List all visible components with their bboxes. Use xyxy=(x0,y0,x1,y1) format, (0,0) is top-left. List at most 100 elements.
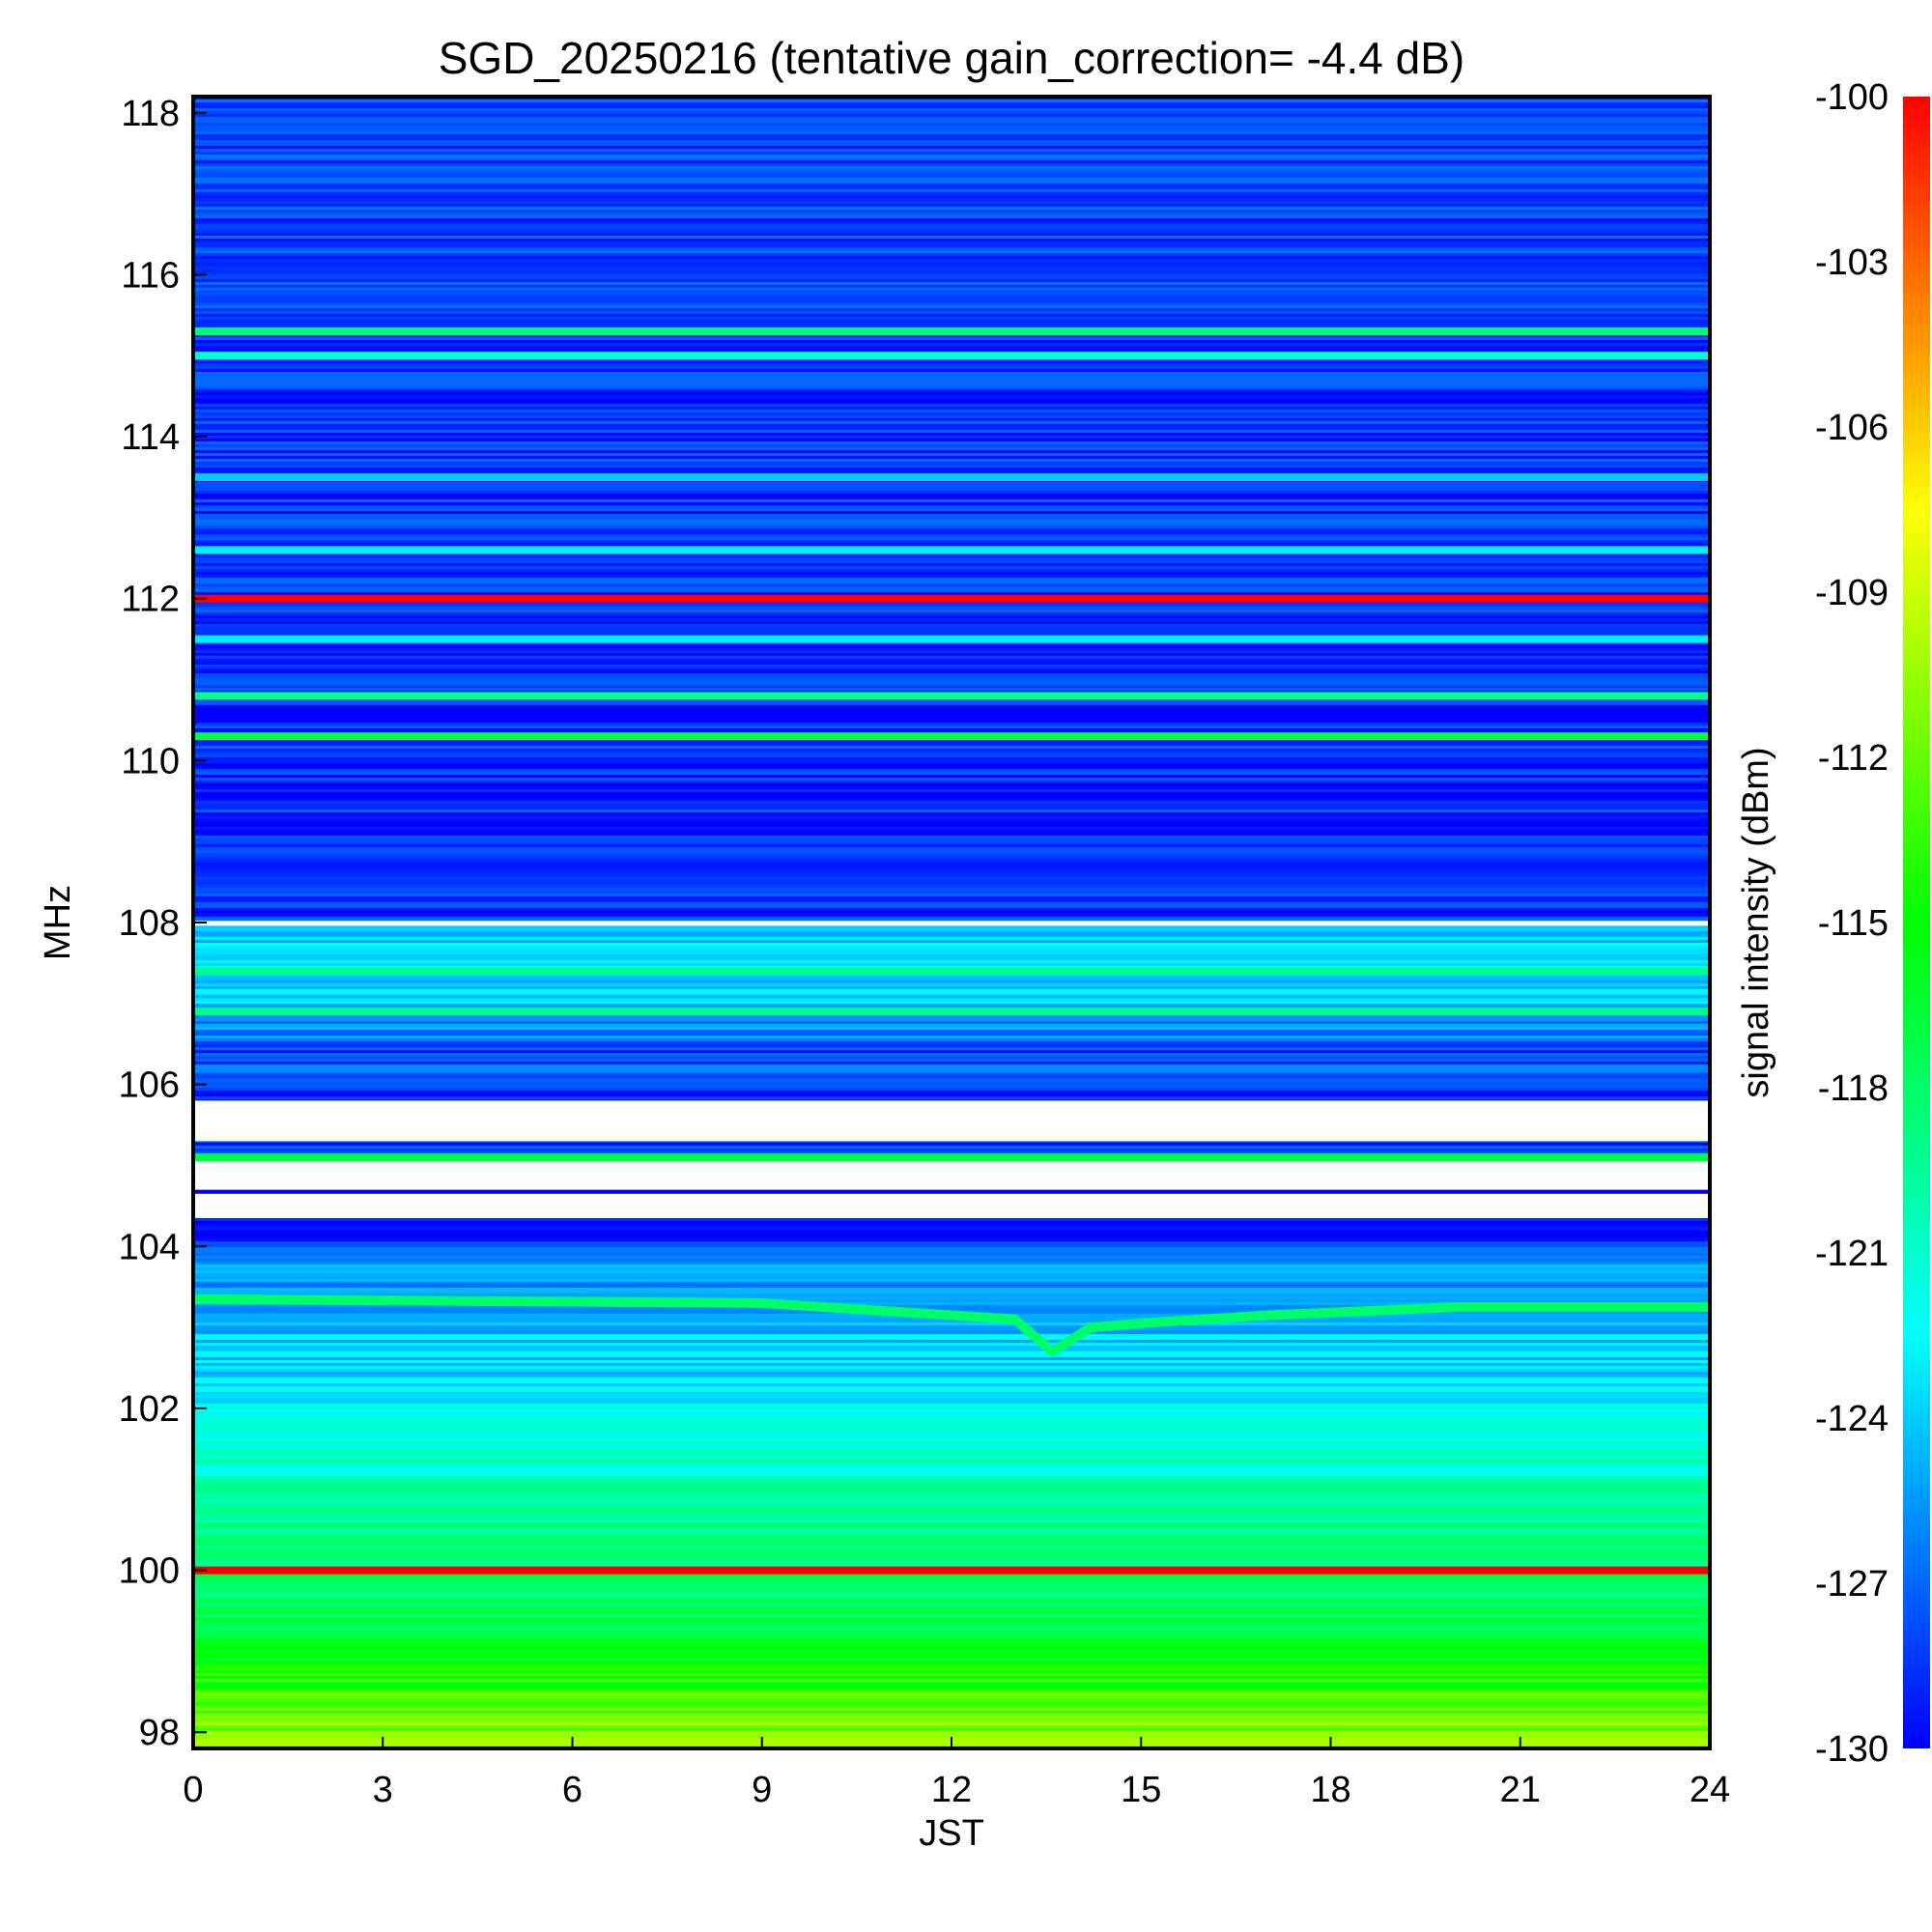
spectrum-row xyxy=(193,1583,1710,1587)
spectrum-row xyxy=(193,1021,1710,1025)
spectrum-row xyxy=(193,468,1710,471)
spectrum-row xyxy=(193,1485,1710,1489)
spectrum-row xyxy=(193,1612,1710,1616)
spectrum-row xyxy=(193,1717,1710,1720)
spectrum-row xyxy=(193,1404,1710,1407)
spectrum-row xyxy=(193,1004,1710,1008)
spectrum-row xyxy=(193,1192,1710,1196)
spectrum-row xyxy=(193,1531,1710,1535)
spectrum-row xyxy=(193,1062,1710,1065)
spectrum-row xyxy=(193,1299,1710,1303)
spectrum-row xyxy=(193,439,1710,442)
spectrum-row xyxy=(193,1508,1710,1512)
spectrum-row xyxy=(193,992,1710,996)
spectrum-row xyxy=(193,172,1710,176)
spectrum-row xyxy=(193,1360,1710,1364)
spectrum-row xyxy=(193,673,1710,677)
spectrum-row xyxy=(193,865,1710,868)
spectrum-row xyxy=(193,108,1710,112)
spectrum-row xyxy=(193,163,1710,167)
spectrum-row xyxy=(193,1615,1710,1619)
spectrum-row xyxy=(193,1288,1710,1292)
spectrum-row xyxy=(193,1401,1710,1405)
spectrum-row xyxy=(193,1667,1710,1671)
spectrum-row xyxy=(193,1354,1710,1358)
x-axis: 0 3 6 9 12 15 18 21 24 xyxy=(183,1737,1730,1810)
spectrum-row xyxy=(193,1586,1710,1590)
spectrum-row xyxy=(193,305,1710,309)
spectrum-row xyxy=(193,1659,1710,1662)
spectrum-row xyxy=(193,786,1710,790)
spectrum-row xyxy=(193,131,1710,135)
spectrum-row xyxy=(193,810,1710,813)
spectrum-row xyxy=(193,1514,1710,1518)
spectrum-row xyxy=(193,233,1710,237)
spectrum-row xyxy=(193,1383,1710,1387)
carrier-line xyxy=(193,594,1710,603)
spectrum-row xyxy=(193,152,1710,156)
spectrum-row xyxy=(193,1560,1710,1564)
spectrum-row xyxy=(193,1693,1710,1697)
spectrum-row xyxy=(193,499,1710,503)
spectrum-row xyxy=(193,908,1710,912)
spectrum-row xyxy=(193,656,1710,660)
spectrum-row xyxy=(193,1398,1710,1402)
spectrum-row xyxy=(193,604,1710,608)
spectrum-row xyxy=(193,534,1710,538)
spectrum-row xyxy=(193,299,1710,303)
spectrum-row xyxy=(193,899,1710,903)
spectrum-row xyxy=(193,1688,1710,1691)
spectrum-row xyxy=(193,117,1710,121)
spectrum-row xyxy=(193,1606,1710,1610)
spectrum-row xyxy=(193,433,1710,437)
spectrum-row xyxy=(193,821,1710,825)
spectrum-row xyxy=(193,1438,1710,1442)
y-tick-label: 112 xyxy=(121,580,180,620)
spectrum-row xyxy=(193,960,1710,964)
spectrum-row xyxy=(193,917,1710,921)
spectrum-row xyxy=(193,1493,1710,1497)
spectrum-row xyxy=(193,227,1710,231)
spectrum-row xyxy=(193,427,1710,431)
spectrum-row xyxy=(193,410,1710,413)
spectrum-row xyxy=(193,867,1710,871)
spectrum-row xyxy=(193,1264,1710,1268)
spectrum-row xyxy=(193,1618,1710,1622)
spectrum-row xyxy=(193,1325,1710,1329)
spectrum-row xyxy=(193,297,1710,300)
spectrum-row xyxy=(193,1267,1710,1271)
spectrum-row xyxy=(193,1534,1710,1538)
spectrum-row xyxy=(193,210,1710,213)
spectrum-row xyxy=(193,157,1710,161)
spectrum-row xyxy=(193,1412,1710,1416)
spectrum-row xyxy=(193,1143,1710,1147)
spectrum-row xyxy=(193,1036,1710,1039)
spectrum-row xyxy=(193,1395,1710,1399)
spectrum-row xyxy=(193,1091,1710,1094)
spectrum-row xyxy=(193,155,1710,158)
spectrum-row xyxy=(193,1337,1710,1341)
y-tick-label: 116 xyxy=(121,255,180,296)
x-axis-label: JST xyxy=(919,1813,984,1854)
spectrum-row xyxy=(193,1233,1710,1236)
spectrum-row xyxy=(193,256,1710,260)
spectrum-row xyxy=(193,1482,1710,1486)
spectrum-row xyxy=(193,847,1710,851)
x-tick-label: 15 xyxy=(1121,1770,1161,1810)
colorbar-tick-label: -109 xyxy=(1815,573,1889,613)
spectrum-row xyxy=(193,291,1710,295)
spectrum-row xyxy=(193,1146,1710,1150)
spectrum-row xyxy=(193,650,1710,654)
spectrum-row xyxy=(193,1546,1710,1549)
spectrum-row xyxy=(193,520,1710,524)
spectrum-row xyxy=(193,1711,1710,1715)
spectrum-row xyxy=(193,1647,1710,1651)
spectrum-row xyxy=(193,682,1710,686)
spectrum-row xyxy=(193,218,1710,222)
spectrum-row xyxy=(193,836,1710,839)
spectrum-row xyxy=(193,1273,1710,1277)
spectrum-row xyxy=(193,1250,1710,1254)
carrier-line xyxy=(193,352,1710,360)
spectrum-row xyxy=(193,1676,1710,1680)
spectrum-row xyxy=(193,1433,1710,1436)
